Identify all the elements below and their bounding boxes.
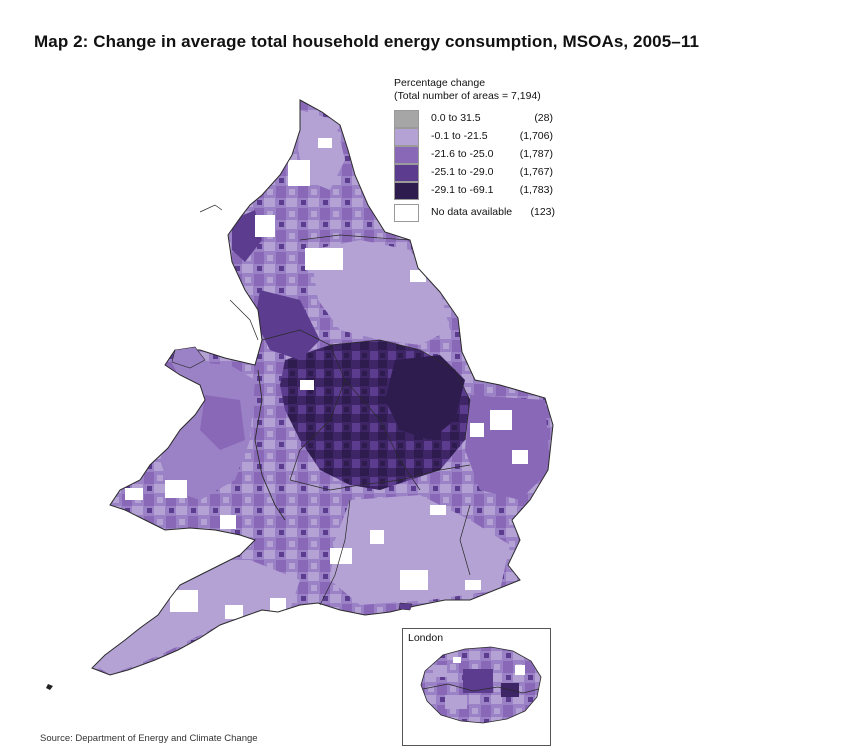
legend-heading-line2: (Total number of areas = 7,194) [394, 90, 541, 102]
london-inset-map [420, 646, 542, 724]
legend-items: 0.0 to 31.5 (28) -0.1 to -21.5 (1,706) -21.6… [394, 110, 584, 200]
legend-heading-line1: Percentage change [394, 77, 486, 89]
legend-range-label: -29.1 to -69.1 [431, 184, 494, 196]
inset-label: London [408, 632, 444, 644]
legend-swatch [394, 128, 419, 146]
legend-item: -29.1 to -69.1 (1,783) [394, 182, 584, 200]
legend-count-label: (1,787) [519, 148, 553, 160]
legend-count-label: (28) [534, 112, 553, 124]
legend-range-label: No data available [431, 206, 513, 218]
legend-item: 0.0 to 31.5 (28) [394, 110, 584, 128]
legend-range-label: 0.0 to 31.5 [431, 112, 481, 124]
map-legend: Percentage change (Total number of areas… [394, 77, 584, 222]
legend-count-label: (1,706) [519, 130, 553, 142]
legend-item-no-data: No data available (123) [394, 204, 584, 222]
legend-item: -0.1 to -21.5 (1,706) [394, 128, 584, 146]
map-title: Map 2: Change in average total household… [34, 32, 699, 51]
legend-item: -25.1 to -29.0 (1,767) [394, 164, 584, 182]
legend-swatch [394, 110, 419, 128]
legend-count-label: (1,783) [519, 184, 553, 196]
legend-swatch-no-data [394, 204, 419, 222]
legend-swatch [394, 146, 419, 164]
legend-count-label: (1,767) [519, 166, 553, 178]
legend-range-label: -25.1 to -29.0 [431, 166, 494, 178]
source-note: Source: Department of Energy and Climate… [40, 733, 258, 744]
legend-item: -21.6 to -25.0 (1,787) [394, 146, 584, 164]
legend-range-label: -21.6 to -25.0 [431, 148, 494, 160]
legend-count-label: (123) [530, 206, 555, 218]
london-inset: London [402, 628, 551, 746]
legend-swatch [394, 182, 419, 200]
legend-swatch [394, 164, 419, 182]
legend-range-label: -0.1 to -21.5 [431, 130, 488, 142]
